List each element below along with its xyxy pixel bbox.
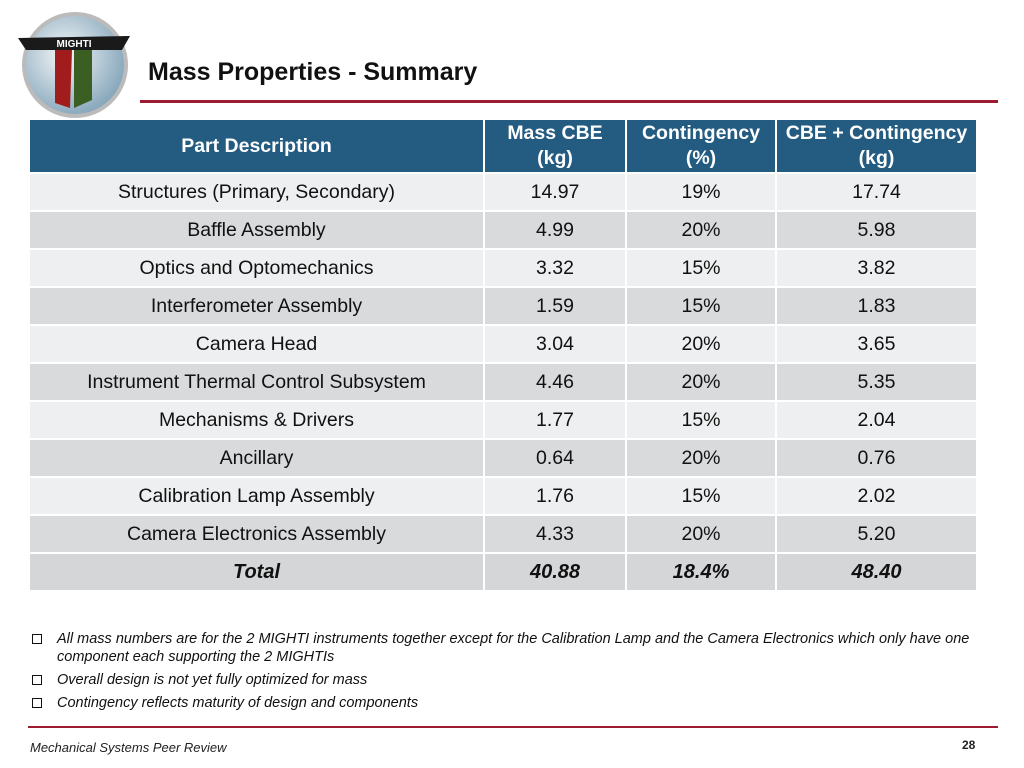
table-cell: Ancillary <box>28 438 485 478</box>
table-cell: 4.46 <box>483 362 627 402</box>
table-row: Ancillary 0.64 20% 0.76 <box>28 438 978 478</box>
table-cell: 3.04 <box>483 324 627 364</box>
table-cell: 3.82 <box>775 248 978 288</box>
table-cell: 4.33 <box>483 514 627 554</box>
table-cell: 5.35 <box>775 362 978 402</box>
table-cell: 5.20 <box>775 514 978 554</box>
table-row: Baffle Assembly 4.99 20% 5.98 <box>28 210 978 250</box>
table-cell: 20% <box>625 438 777 478</box>
table-cell: Baffle Assembly <box>28 210 485 250</box>
table-cell: 15% <box>625 286 777 326</box>
table-cell: 1.59 <box>483 286 627 326</box>
note: Contingency reflects maturity of design … <box>30 694 980 712</box>
table-cell: Camera Head <box>28 324 485 364</box>
table-cell: Calibration Lamp Assembly <box>28 476 485 516</box>
table-cell: 17.74 <box>775 172 978 212</box>
footer-rule <box>28 726 998 728</box>
slide-title: Mass Properties - Summary <box>148 58 478 86</box>
table-cell: 1.76 <box>483 476 627 516</box>
table-cell: Structures (Primary, Secondary) <box>28 172 485 212</box>
table-cell: 20% <box>625 362 777 402</box>
table-row: Interferometer Assembly 1.59 15% 1.83 <box>28 286 978 326</box>
total-cell: 48.40 <box>775 552 978 592</box>
table-row: Instrument Thermal Control Subsystem 4.46… <box>28 362 978 402</box>
note: All mass numbers are for the 2 MIGHTI in… <box>30 630 980 666</box>
table-cell: 2.02 <box>775 476 978 516</box>
table-cell: Instrument Thermal Control Subsystem <box>28 362 485 402</box>
table-cell: 0.76 <box>775 438 978 478</box>
table-row: Optics and Optomechanics 3.32 15% 3.82 <box>28 248 978 288</box>
column-header: Contingency (%) <box>625 118 777 174</box>
logo: MIGHTI <box>18 12 130 118</box>
logo-label: MIGHTI <box>57 39 92 50</box>
table-cell: Mechanisms & Drivers <box>28 400 485 440</box>
table-cell: 4.99 <box>483 210 627 250</box>
title-rule <box>140 100 998 103</box>
table-cell: Interferometer Assembly <box>28 286 485 326</box>
total-cell: Total <box>28 552 485 592</box>
table-cell: 5.98 <box>775 210 978 250</box>
mass-table: Part Description Mass CBE (kg) Contingency… <box>28 118 978 592</box>
page-number: 28 <box>962 738 976 752</box>
column-header: Mass CBE (kg) <box>483 118 627 174</box>
table-cell: Camera Electronics Assembly <box>28 514 485 554</box>
table-cell: 15% <box>625 400 777 440</box>
table-cell: 20% <box>625 210 777 250</box>
table-cell: 15% <box>625 248 777 288</box>
table-cell: 0.64 <box>483 438 627 478</box>
header-row: Part Description Mass CBE (kg) Contingency… <box>28 118 978 174</box>
table-cell: 1.83 <box>775 286 978 326</box>
table-cell: 20% <box>625 324 777 364</box>
table-cell: 2.04 <box>775 400 978 440</box>
table-row: Calibration Lamp Assembly 1.76 15% 2.02 <box>28 476 978 516</box>
table-row: Camera Electronics Assembly 4.33 20% 5.20 <box>28 514 978 554</box>
table-cell: 3.32 <box>483 248 627 288</box>
column-header: Part Description <box>28 118 485 174</box>
table-row: Mechanisms & Drivers 1.77 15% 2.04 <box>28 400 978 440</box>
table-row: Camera Head 3.04 20% 3.65 <box>28 324 978 364</box>
footer-text: Mechanical Systems Peer Review <box>30 740 227 755</box>
column-header: CBE + Contingency (kg) <box>775 118 978 174</box>
table-cell: 1.77 <box>483 400 627 440</box>
table-row: Structures (Primary, Secondary) 14.97 19% 1… <box>28 172 978 212</box>
table-cell: 20% <box>625 514 777 554</box>
table-cell: 19% <box>625 172 777 212</box>
note: Overall design is not yet fully optimize… <box>30 671 980 689</box>
notes: All mass numbers are for the 2 MIGHTI in… <box>30 630 980 717</box>
table-cell: 3.65 <box>775 324 978 364</box>
total-cell: 18.4% <box>625 552 777 592</box>
table-cell: 15% <box>625 476 777 516</box>
total-cell: 40.88 <box>483 552 627 592</box>
table-cell: Optics and Optomechanics <box>28 248 485 288</box>
table-cell: 14.97 <box>483 172 627 212</box>
total-row: Total 40.88 18.4% 48.40 <box>28 552 978 592</box>
